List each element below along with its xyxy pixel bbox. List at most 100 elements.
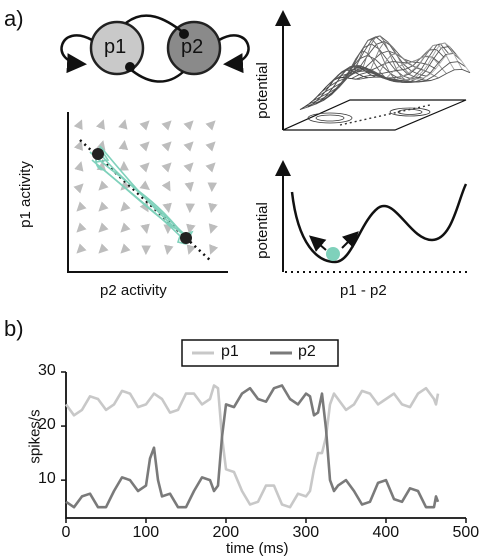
p2-self-loop <box>218 34 250 74</box>
vector-field-arrow <box>205 120 216 131</box>
x-tick-marks <box>65 518 467 523</box>
inhibition-dot-bottom <box>125 62 135 72</box>
mesh-line <box>409 52 471 80</box>
vector-field-arrow <box>139 180 151 191</box>
vector-field-arrow <box>118 119 128 130</box>
node-p2-label: p2 <box>181 36 204 58</box>
x-tick-label: 400 <box>372 524 400 541</box>
series-line-p1 <box>64 384 440 509</box>
attractor-p1-high <box>92 148 104 160</box>
double-well-curve <box>290 183 468 264</box>
mesh-line <box>386 55 447 79</box>
vector-field-arrow <box>183 162 194 173</box>
vector-field-arrow <box>186 223 196 235</box>
vector-field-arrow <box>73 183 84 194</box>
potential-1d <box>275 160 468 273</box>
x-tick-label: 200 <box>212 524 240 541</box>
x-tick-label: 500 <box>452 524 480 541</box>
vector-field-arrow <box>161 180 171 192</box>
mesh-line <box>402 42 463 82</box>
mesh-line <box>394 44 455 81</box>
series-layer <box>64 384 440 509</box>
vector-field-arrow <box>98 222 109 233</box>
vector-field-arrow <box>183 120 194 131</box>
vector-field-arrow <box>95 119 105 130</box>
vector-field-arrow <box>120 243 131 254</box>
vector-field-arrow <box>98 180 109 191</box>
vector-field-arrow <box>73 119 83 131</box>
vector-field-arrow <box>183 141 194 152</box>
y-tick-label: 30 <box>38 362 56 379</box>
phase-plane-xlabel: p2 activity <box>100 282 167 299</box>
vector-field-arrow <box>139 162 150 173</box>
attractor-p2-high <box>180 232 192 244</box>
x-tick-label: 0 <box>61 524 71 541</box>
vector-field-arrow <box>98 201 109 212</box>
arrow-left <box>308 235 327 252</box>
trajectories <box>89 145 194 245</box>
potential-surface-3d <box>275 10 471 131</box>
y-tick-marks <box>61 371 66 481</box>
mesh-line <box>338 43 449 79</box>
vector-field-arrow <box>161 162 172 173</box>
mesh-line <box>359 68 471 83</box>
vector-field-arrow <box>184 181 194 193</box>
panel-a-label: a) <box>4 6 24 31</box>
mesh-line <box>351 52 462 84</box>
inhibition-dot-top <box>179 29 189 39</box>
vector-field-arrow <box>74 161 84 172</box>
vector-field-arrow <box>139 141 150 152</box>
node-p1-label: p1 <box>104 36 127 58</box>
chart-xlabel: time (ms) <box>226 540 289 557</box>
base-plane <box>282 99 467 131</box>
y-tick-label: 20 <box>38 416 56 434</box>
vector-field-arrow <box>76 201 87 212</box>
surface-mesh <box>299 35 471 111</box>
vector-field-arrow <box>139 120 150 131</box>
node-p1 <box>89 20 145 76</box>
vector-field-arrow <box>76 243 87 254</box>
firing-rate-chart <box>61 339 467 523</box>
series-line-p2 <box>65 384 440 509</box>
vector-field-arrow <box>162 202 172 214</box>
vector-field-arrow <box>186 244 196 255</box>
panel-b-label: b) <box>4 316 24 341</box>
phase-plane-axes <box>67 112 228 273</box>
potential-1d-xlabel: p1 - p2 <box>340 282 387 299</box>
mesh-line <box>370 41 431 81</box>
vector-field-arrow <box>205 141 216 152</box>
x-tick-label: 100 <box>132 524 160 541</box>
vector-field <box>73 119 219 256</box>
vector-field-arrow <box>140 223 150 234</box>
vector-field-arrow <box>76 222 87 233</box>
vector-field-arrow <box>161 141 172 152</box>
vector-field-arrow <box>164 244 174 256</box>
mesh-line <box>355 61 466 83</box>
potential-1d-ylabel: potential <box>253 202 271 259</box>
p1-self-loop <box>60 34 93 74</box>
vector-field-arrow <box>120 222 131 233</box>
ball <box>326 247 340 261</box>
x-tick-label: 300 <box>292 524 320 541</box>
legend-label-p1: p1 <box>221 343 239 360</box>
vector-field-arrow <box>73 140 83 151</box>
legend-box <box>181 339 339 367</box>
arrow-right <box>341 231 359 249</box>
vector-field-arrow <box>161 120 172 131</box>
p2-to-p1-inhibition <box>128 67 184 83</box>
phase-plane-ylabel: p1 activity <box>16 161 34 228</box>
vector-field-arrow <box>98 243 109 254</box>
vector-field-arrow <box>208 223 218 234</box>
y-tick-label: 10 <box>38 470 56 488</box>
vector-field-arrow <box>205 162 216 173</box>
vector-field-arrow <box>118 139 129 151</box>
p1-to-p2-inhibition <box>125 14 185 34</box>
vector-field-arrow <box>209 244 219 255</box>
vector-field-arrow <box>208 202 218 214</box>
vector-field-arrow <box>120 201 131 212</box>
legend-label-p2: p2 <box>298 343 316 360</box>
base-contours <box>307 104 431 126</box>
phase-plane <box>67 112 228 273</box>
network-diagram <box>60 14 250 83</box>
